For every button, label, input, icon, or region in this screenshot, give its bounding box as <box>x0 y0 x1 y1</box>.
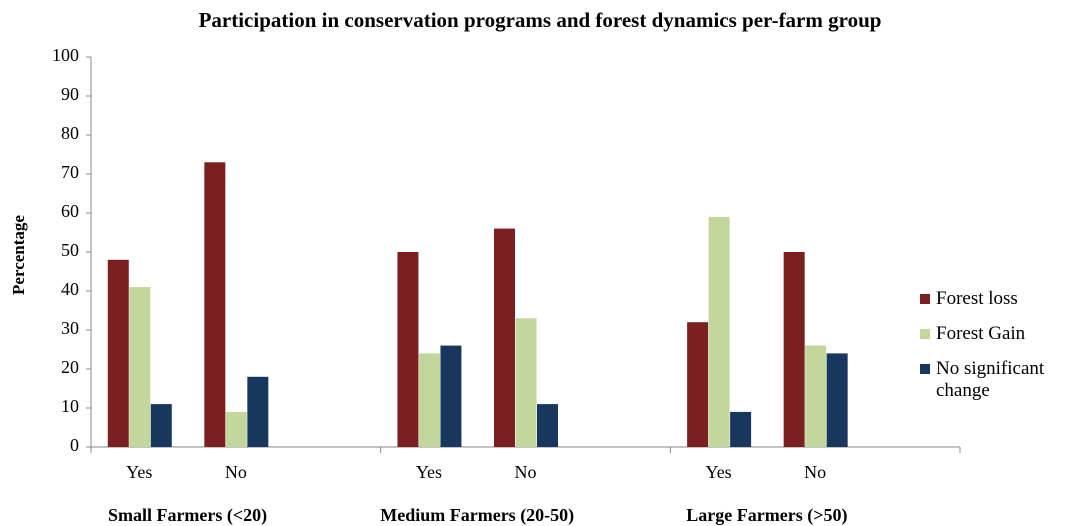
legend-label: No significant change <box>936 358 1045 401</box>
bar <box>225 411 247 447</box>
y-tick-label: 60 <box>61 201 79 221</box>
y-tick-label: 100 <box>52 45 79 65</box>
legend-item: No significant change <box>920 358 1067 402</box>
y-tick-label: 20 <box>61 357 79 377</box>
y-tick-label: 40 <box>61 279 79 299</box>
bar <box>129 287 151 447</box>
bar <box>150 404 172 447</box>
x-tick-label: Yes <box>126 462 152 482</box>
bar <box>687 322 709 447</box>
legend-item: Forest Gain <box>920 323 1067 345</box>
group-label: Large Farmers (>50) <box>686 505 847 526</box>
group-label: Medium Farmers (20-50) <box>380 505 574 526</box>
y-tick-label: 70 <box>61 162 79 182</box>
x-tick-label: No <box>225 462 247 482</box>
bar <box>805 345 827 447</box>
x-tick-label: No <box>804 462 826 482</box>
chart-title: Participation in conservation programs a… <box>199 8 882 32</box>
x-tick-label: Yes <box>706 462 732 482</box>
bar <box>204 162 226 448</box>
legend-swatch <box>920 364 930 374</box>
bar <box>708 216 730 447</box>
bar <box>515 318 537 447</box>
bar <box>397 252 419 447</box>
bar <box>247 376 269 447</box>
legend-swatch <box>920 329 930 339</box>
bar <box>730 411 752 447</box>
y-tick-label: 10 <box>61 396 79 416</box>
bar <box>494 228 515 447</box>
y-tick-label: 0 <box>70 435 79 455</box>
legend: Forest loss Forest Gain No significant cha… <box>920 288 1067 415</box>
y-tick-label: 90 <box>61 84 79 104</box>
bar <box>440 345 462 447</box>
x-tick-label: Yes <box>416 462 442 482</box>
bar <box>537 404 558 447</box>
group-label: Small Farmers (<20) <box>108 505 267 526</box>
bar <box>418 353 440 447</box>
legend-swatch <box>920 294 930 304</box>
bar <box>783 252 805 447</box>
legend-label: Forest loss <box>936 288 1018 309</box>
legend-label: Forest Gain <box>936 323 1026 344</box>
y-tick-label: 50 <box>61 240 79 260</box>
legend-item: Forest loss <box>920 288 1067 310</box>
bar <box>107 259 129 447</box>
y-tick-label: 30 <box>61 318 79 338</box>
y-axis-label: Percentage <box>9 215 28 295</box>
x-tick-label: No <box>515 462 537 482</box>
bar <box>826 353 848 447</box>
y-tick-label: 80 <box>61 123 79 143</box>
